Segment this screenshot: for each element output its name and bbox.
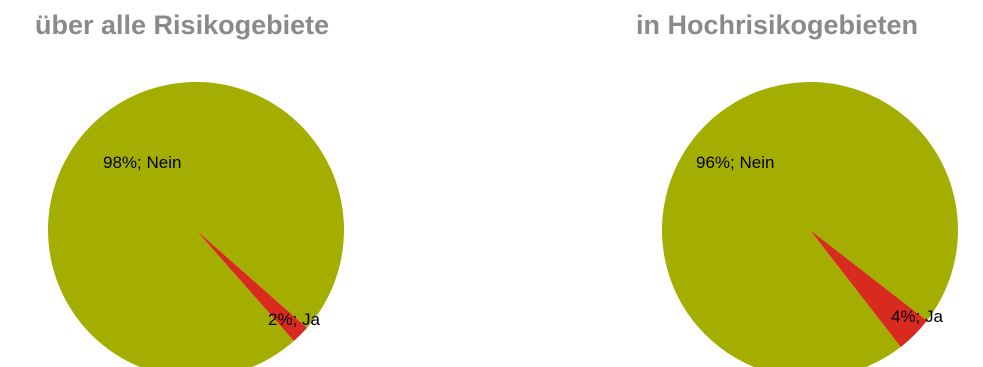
nein-slice	[48, 82, 344, 367]
ja-data-label: 4%; Ja	[891, 307, 944, 326]
chart-title-high-risk: in Hochrisikogebieten	[636, 10, 919, 40]
ja-data-label: 2%; Ja	[268, 310, 321, 329]
nein-slice	[662, 82, 958, 367]
chart-title-overall: über alle Risikogebiete	[35, 10, 330, 40]
pie-chart-high-risk-svg: 96%; Nein 4%; Ja	[662, 82, 958, 367]
ja-slice	[196, 230, 308, 342]
nein-data-label: 98%; Nein	[103, 153, 181, 172]
pie-chart-high-risk: in Hochrisikogebieten 96%; Nein 4%; Ja	[600, 0, 983, 367]
pie-chart-overall-svg: 98%; Nein 2%; Ja	[48, 82, 344, 367]
ja-slice	[810, 230, 927, 347]
pie-chart-overall: über alle Risikogebiete 98%; Nein 2%; Ja	[0, 0, 420, 367]
nein-data-label: 96%; Nein	[696, 153, 774, 172]
